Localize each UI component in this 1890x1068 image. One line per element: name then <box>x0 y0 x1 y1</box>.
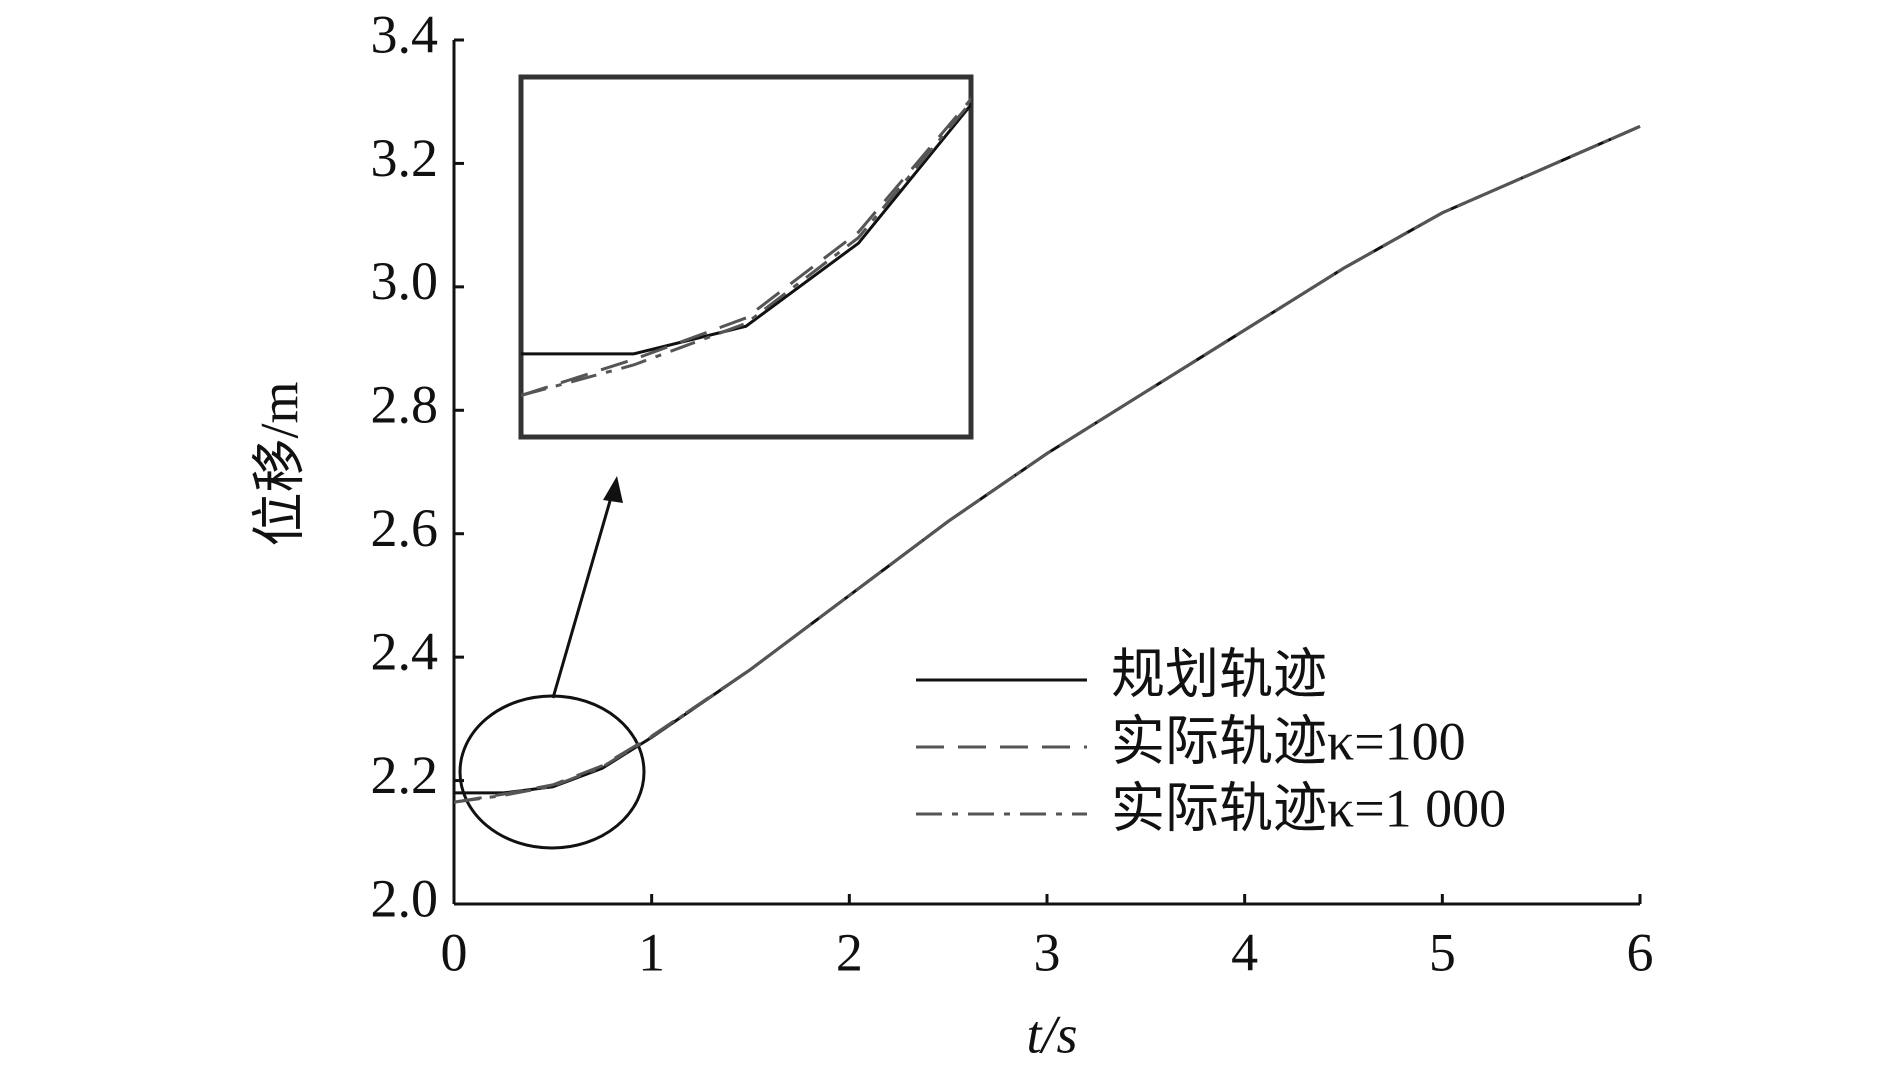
y-axis-label: 位移/m <box>249 381 309 546</box>
x-tick-label: 2 <box>836 922 863 982</box>
series-line <box>453 125 1641 804</box>
arrow-head <box>603 476 623 503</box>
y-tick-label: 2.2 <box>371 745 439 805</box>
y-tick-label: 3.0 <box>371 251 439 311</box>
y-tick-label: 2.6 <box>371 498 439 558</box>
inset-line <box>521 102 971 356</box>
inset-line <box>521 99 971 397</box>
x-tick-label: 1 <box>638 922 665 982</box>
x-tick-label: 4 <box>1231 922 1258 982</box>
y-tick-label: 3.2 <box>371 128 439 188</box>
legend-label: 实际轨迹κ=100 <box>1111 711 1466 771</box>
x-tick-label: 0 <box>441 922 468 982</box>
x-tick-label: 3 <box>1034 922 1061 982</box>
zoom-arrow <box>551 493 614 699</box>
y-tick-label: 3.4 <box>371 4 439 64</box>
legend-label: 实际轨迹κ=1 000 <box>1111 778 1506 838</box>
x-tick-label: 6 <box>1627 922 1654 982</box>
zoom-ellipse <box>458 694 646 850</box>
inset-frame <box>518 74 974 440</box>
y-tick-label: 2.4 <box>371 622 439 682</box>
legend-label: 规划轨迹 <box>1111 644 1327 704</box>
y-tick-label: 2.8 <box>371 375 439 435</box>
y-tick-label: 2.0 <box>371 868 439 928</box>
x-axis-label: t/s <box>1026 1004 1077 1064</box>
x-tick-label: 5 <box>1429 922 1456 982</box>
